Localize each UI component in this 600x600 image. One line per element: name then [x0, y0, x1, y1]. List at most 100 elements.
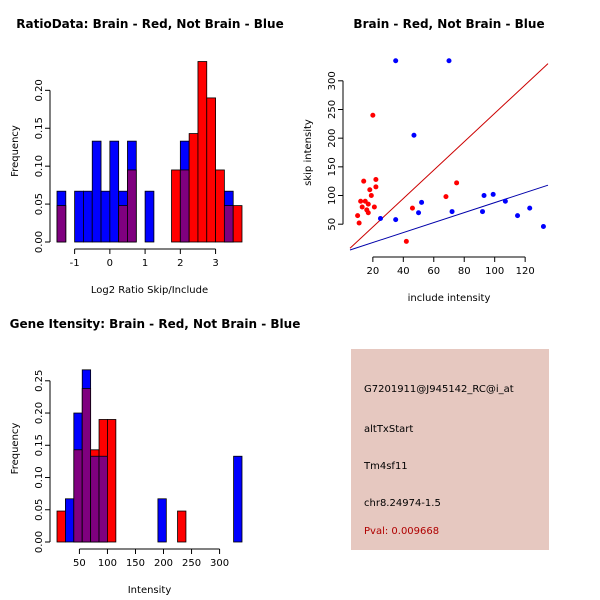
intensity-y-label: Frequency	[10, 423, 21, 475]
scatter-point-brain	[403, 238, 409, 244]
ratio-bar-not-brain	[100, 190, 111, 243]
scatter-point-brain	[365, 210, 371, 216]
scatter-point-not-brain	[419, 199, 425, 205]
scatter-point-brain	[371, 204, 377, 210]
intensity-bar-brain	[56, 510, 66, 543]
ratio-bar-not-brain	[144, 190, 155, 243]
intensity-x-tick-label: 100	[98, 558, 117, 569]
ratio-x-label: Log2 Ratio Skip/Include	[91, 285, 208, 296]
intensity-bar-overlap	[98, 455, 108, 543]
scatter-point-not-brain	[480, 209, 486, 215]
intensity-x-tick-label: 200	[154, 558, 173, 569]
scatter-point-brain	[373, 176, 379, 182]
intensity-y-tick-label: 0.15	[34, 434, 45, 456]
scatter-x-tick-label: 120	[516, 266, 535, 277]
intensity-x-tick-label: 150	[126, 558, 145, 569]
scatter-y-tick-label: 250	[327, 100, 338, 119]
scatter-point-brain	[358, 198, 364, 204]
scatter-point-not-brain	[393, 58, 399, 64]
scatter-y-tick-label: 150	[327, 157, 338, 176]
ratio-y-tick-label: 0.00	[34, 231, 45, 253]
scatter-point-brain	[454, 180, 460, 186]
scatter-point-brain	[355, 213, 361, 219]
ratio-bar-not-brain	[109, 140, 120, 243]
ratio-y-tick-label: 0.05	[34, 193, 45, 215]
scatter-point-not-brain	[527, 205, 533, 211]
intensity-y-tick-label: 0.00	[34, 531, 45, 553]
scatter-y-label: skip intensity	[303, 119, 314, 186]
scatter-fit-line	[349, 184, 549, 251]
scatter-y-tick-label: 200	[327, 129, 338, 148]
ratio-bar-brain	[188, 133, 199, 243]
intensity-bar-brain	[177, 510, 187, 543]
scatter-point-not-brain	[481, 193, 487, 199]
scatter-diagonal-line	[349, 63, 549, 249]
scatter-x-tick-label: 60	[427, 266, 440, 277]
intensity-bar-not-brain	[233, 455, 243, 543]
ratio-x-tick-label: 1	[142, 258, 148, 269]
ratio-bar-not-brain	[83, 190, 93, 243]
intensity-x-tick-label: 300	[210, 558, 229, 569]
scatter-point-not-brain	[502, 198, 508, 204]
scatter-y-tick-label: 300	[327, 71, 338, 90]
scatter-point-not-brain	[449, 209, 455, 215]
scatter-point-not-brain	[515, 213, 521, 219]
scatter-point-brain	[370, 112, 376, 118]
intensity-y-tick-label: 0.20	[34, 402, 45, 424]
intensity-bar-brain	[81, 388, 92, 543]
scatter-title: Brain - Red, Not Brain - Blue	[353, 17, 544, 31]
ratio-x-tick-label: 2	[177, 258, 183, 269]
intensity-bar-brain	[107, 419, 117, 543]
event-type: altTxStart	[364, 424, 414, 435]
ratio-x-tick-label: 0	[107, 258, 113, 269]
scatter-point-brain	[443, 194, 449, 200]
ratio-bar-not-brain	[74, 190, 84, 243]
intensity-x-tick-label: 50	[73, 558, 86, 569]
intensity-y-tick-label: 0.05	[34, 499, 45, 521]
ratio-bar-brain	[197, 61, 208, 243]
scatter-point-not-brain	[540, 223, 546, 229]
intensity-bar-overlap	[90, 455, 100, 543]
scatter-point-brain	[368, 193, 374, 199]
scatter-x-tick-label: 40	[397, 266, 410, 277]
info-panel: G7201911@J945142_RC@i_at altTxStart Tm4s…	[351, 349, 549, 550]
scatter-point-brain	[367, 187, 373, 193]
ratio-y-tick-label: 0.10	[34, 155, 45, 177]
scatter-point-brain	[359, 204, 365, 210]
scatter-x-tick-label: 100	[485, 266, 504, 277]
ratio-bar-brain	[232, 205, 243, 243]
ratio-title: RatioData: Brain - Red, Not Brain - Blue	[16, 17, 283, 31]
scatter-point-not-brain	[490, 191, 496, 197]
intensity-y-tick-label: 0.10	[34, 466, 45, 488]
intensity-title: Gene Itensity: Brain - Red, Not Brain - …	[10, 317, 301, 331]
scatter-y-tick-label: 100	[327, 186, 338, 205]
intensity-x-label: Intensity	[128, 585, 172, 596]
ratio-bar-brain	[206, 97, 216, 243]
intensity-y-tick-label: 0.25	[34, 370, 45, 392]
ratio-bar-brain	[215, 169, 225, 243]
scatter-point-not-brain	[377, 215, 383, 221]
scatter-x-label: include intensity	[408, 293, 491, 304]
scatter-point-brain	[373, 184, 379, 190]
ratio-bar-brain	[179, 169, 190, 243]
intensity-bar-not-brain	[157, 498, 167, 543]
ratio-bar-brain	[118, 205, 128, 243]
ratio-x-tick-label: 3	[212, 258, 218, 269]
intensity-x-tick-label: 250	[182, 558, 201, 569]
ratio-bar-brain	[127, 169, 137, 243]
scatter-point-brain	[365, 201, 371, 207]
scatter-point-brain	[361, 178, 367, 184]
scatter-y-tick-label: 50	[327, 218, 338, 231]
ratio-bar-not-brain	[91, 140, 102, 243]
p-value: Pval: 0.009668	[364, 526, 440, 537]
probe-id: G7201911@J945142_RC@i_at	[364, 384, 514, 395]
genomic-location: chr8.24974-1.5	[364, 498, 441, 509]
scatter-point-not-brain	[446, 58, 452, 64]
ratio-bar-brain	[223, 205, 234, 243]
scatter-point-brain	[409, 205, 415, 211]
scatter-point-not-brain	[416, 210, 422, 216]
scatter-x-tick-label: 80	[458, 266, 471, 277]
ratio-bar-brain	[56, 205, 67, 243]
